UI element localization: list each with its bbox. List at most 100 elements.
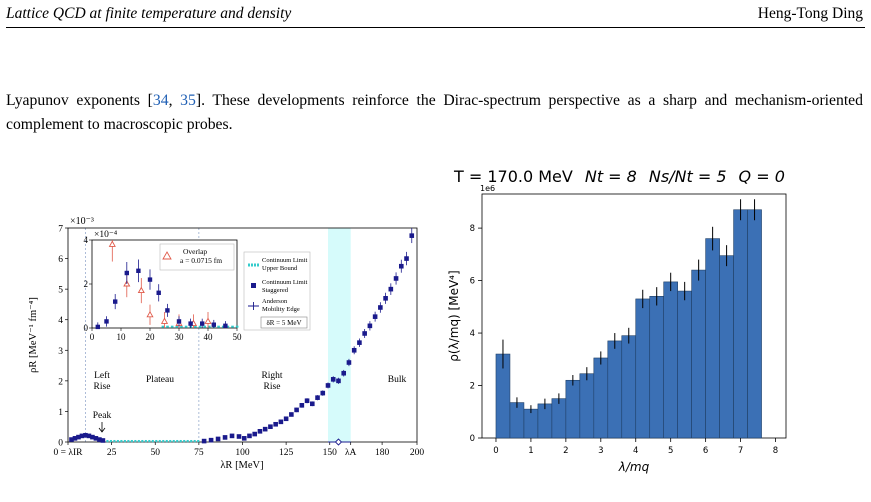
staggered-point <box>86 433 92 439</box>
title-ratio: Ns/Nt = 5 <box>649 167 727 186</box>
staggered-point <box>283 416 289 422</box>
main-x-tick-label: 100 <box>235 448 250 458</box>
inset-legend-overlap: Overlap <box>183 247 207 256</box>
citation-link-35[interactable]: 35 <box>180 92 196 109</box>
histogram-bar <box>593 357 609 439</box>
staggered-point <box>229 433 235 439</box>
histogram-y-tick-label: 0 <box>470 434 475 444</box>
staggered-point <box>372 314 378 319</box>
inset-staggered-point <box>113 299 118 304</box>
inset-x-tick-label: 0 <box>90 332 95 342</box>
overlap-legend-marker-icon <box>162 251 172 260</box>
histogram-x-tick-label: 6 <box>703 446 708 456</box>
histogram-x-tick-label: 2 <box>563 446 568 456</box>
inset-x-tick-label: 30 <box>175 332 185 342</box>
citation-separator: , <box>168 92 181 109</box>
legend-staggered-line2: Staggered <box>262 287 289 294</box>
main-y-tick-label: 2 <box>58 377 63 387</box>
staggered-point <box>409 233 415 238</box>
main-y-axis-label: ρR [MeV⁻¹ fm⁻⁴] <box>28 297 39 373</box>
header-rule <box>6 27 865 28</box>
main-x-tick-label: 125 <box>279 448 294 458</box>
legend-upper-bound-line1: Continuum Limit <box>262 257 308 264</box>
staggered-point <box>100 438 106 443</box>
inset-staggered-point <box>223 323 228 328</box>
histogram-y-tick-label: 2 <box>470 382 475 392</box>
main-x-tick-label: 200 <box>410 448 425 458</box>
region-right-rise-label: Right Rise <box>261 371 282 392</box>
mobility-edge-legend-marker-icon <box>248 302 259 310</box>
histogram-bar <box>663 281 678 439</box>
staggered-point <box>236 434 242 439</box>
inset-staggered-point <box>156 290 161 295</box>
inset-x-tick-label: 20 <box>146 332 156 342</box>
staggered-point <box>393 276 399 281</box>
staggered-point <box>83 432 88 438</box>
staggered-point <box>398 263 404 269</box>
histogram-bar <box>719 255 734 439</box>
body-text-end: ]. These developments reinforce the Dira… <box>6 92 863 133</box>
overlap-point <box>160 317 169 324</box>
staggered-point <box>69 437 74 442</box>
staggered-point <box>351 347 357 353</box>
peak-label: Peak <box>93 411 112 421</box>
staggered-point <box>383 296 388 301</box>
main-x-tick-label: 180 <box>375 448 390 458</box>
staggered-point <box>72 436 78 441</box>
histogram-bar <box>747 209 762 439</box>
histogram-bar <box>705 238 720 439</box>
staggered-point <box>201 438 207 444</box>
staggered-point <box>388 286 394 292</box>
staggered-point <box>315 395 320 400</box>
main-x-axis-label: λR [MeV] <box>220 460 263 471</box>
inset-legend-spacing: a = 0.0715 fm <box>180 256 222 265</box>
histogram-y-multiplier: 1e6 <box>480 184 495 193</box>
legend-mobility-line2: Mobility Edge <box>262 306 300 313</box>
overlap-point <box>204 317 212 324</box>
title-nt: Nt = 8 <box>585 167 637 186</box>
histogram-figure: T = 170.0 MeV Nt = 8 Ns/Nt = 5 Q = 0 0 1 2 3 4 5… <box>447 167 787 474</box>
inset-y-tick-label: 0 <box>84 323 89 333</box>
citation-link-34[interactable]: 34 <box>152 92 169 109</box>
staggered-point <box>262 426 268 432</box>
histogram-x-tick-label: 8 <box>773 446 778 456</box>
main-x-tick-label: 75 <box>194 448 204 458</box>
inset-staggered-point <box>188 321 193 326</box>
staggered-point <box>208 437 214 443</box>
inset-x-tick-label: 40 <box>204 332 214 342</box>
title-temperature: T = 170.0 MeV <box>453 167 573 186</box>
staggered-point <box>252 431 258 437</box>
staggered-point <box>310 401 315 407</box>
inset-staggered-point <box>211 322 216 327</box>
main-y-multiplier: ×10⁻³ <box>70 216 94 227</box>
staggered-point <box>320 390 326 396</box>
histogram-x-tick-label: 5 <box>668 446 673 456</box>
staggered-point <box>90 434 95 440</box>
histogram-y-tick-label: 8 <box>470 224 475 234</box>
staggered-point <box>362 331 367 336</box>
histogram-bar <box>691 269 706 439</box>
staggered-point <box>76 434 81 440</box>
overlap-point <box>137 286 145 294</box>
main-x-tick-label: 150 <box>323 448 338 458</box>
inset-staggered-point <box>200 321 205 326</box>
region-bulk-label: Bulk <box>388 375 407 385</box>
histogram-bar <box>649 296 665 439</box>
staggered-point <box>404 256 409 261</box>
staggered-point <box>273 421 278 427</box>
overlap-point <box>108 240 116 247</box>
histogram-bar <box>579 373 595 439</box>
histogram-x-tick-label: 4 <box>633 446 638 456</box>
histogram-x-tick-label: 3 <box>598 446 603 456</box>
mobility-edge-band <box>328 228 351 442</box>
histogram-bar <box>523 408 539 439</box>
main-y-tick-label: 1 <box>58 408 63 418</box>
inset-y-tick-label: 4 <box>84 235 89 245</box>
histogram-bar <box>635 298 651 439</box>
inset-staggered-point <box>95 324 100 330</box>
mobility-edge-point <box>334 438 343 446</box>
histogram-bar <box>551 398 567 439</box>
inset-staggered-point <box>176 319 182 324</box>
histogram-y-axis-label: ρ(λ/mq) [MeV⁴] <box>447 270 461 361</box>
